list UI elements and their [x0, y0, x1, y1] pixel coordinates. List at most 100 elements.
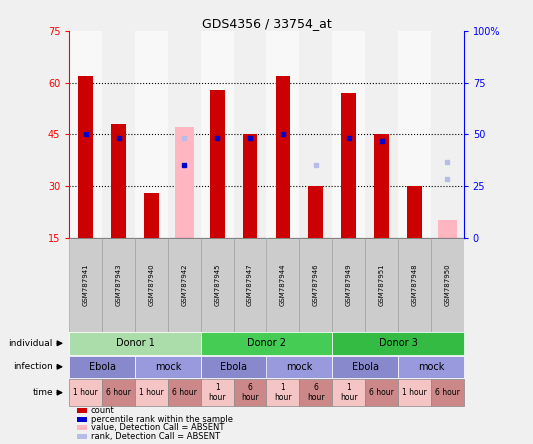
Bar	[135, 31, 168, 238]
Bar	[201, 379, 233, 406]
Text: infection: infection	[13, 362, 53, 371]
Bar	[69, 238, 102, 332]
Text: rank, Detection Call = ABSENT: rank, Detection Call = ABSENT	[91, 432, 220, 441]
Bar	[201, 356, 266, 378]
Bar	[102, 238, 135, 332]
Bar	[78, 76, 93, 238]
Text: mock: mock	[286, 362, 312, 372]
Bar	[233, 238, 266, 332]
Text: Ebola: Ebola	[220, 362, 247, 372]
Bar	[210, 90, 224, 238]
Bar	[332, 31, 365, 238]
Text: Ebola: Ebola	[352, 362, 378, 372]
Bar	[77, 434, 87, 439]
Text: percentile rank within the sample: percentile rank within the sample	[91, 415, 233, 424]
Bar	[398, 238, 431, 332]
Bar	[266, 31, 300, 238]
Text: 1 hour: 1 hour	[402, 388, 427, 397]
Bar	[300, 31, 332, 238]
Text: 1 hour: 1 hour	[74, 388, 98, 397]
Bar	[135, 356, 201, 378]
Text: Ebola: Ebola	[88, 362, 116, 372]
Bar	[233, 31, 266, 238]
Bar	[243, 135, 257, 238]
Bar	[77, 408, 87, 413]
Bar	[398, 31, 431, 238]
Bar	[365, 31, 398, 238]
Bar	[332, 238, 365, 332]
Bar	[201, 31, 233, 238]
Text: time: time	[32, 388, 53, 397]
Bar	[365, 379, 398, 406]
Text: 1
hour: 1 hour	[208, 383, 226, 402]
Bar	[309, 186, 323, 238]
Text: GSM787949: GSM787949	[346, 263, 352, 306]
Text: 6 hour: 6 hour	[435, 388, 460, 397]
Text: 6 hour: 6 hour	[172, 388, 197, 397]
Bar	[300, 238, 332, 332]
Bar	[168, 379, 201, 406]
Bar	[300, 379, 332, 406]
Bar	[407, 186, 422, 238]
Bar	[77, 416, 87, 422]
Bar	[431, 31, 464, 238]
Text: GSM787943: GSM787943	[116, 263, 122, 306]
Bar	[69, 356, 135, 378]
Text: value, Detection Call = ABSENT: value, Detection Call = ABSENT	[91, 423, 224, 432]
Bar	[144, 193, 159, 238]
Bar	[266, 238, 300, 332]
Bar	[175, 127, 194, 238]
Text: 6 hour: 6 hour	[369, 388, 394, 397]
Text: Donor 3: Donor 3	[378, 338, 417, 348]
Bar	[365, 238, 398, 332]
Text: GSM787945: GSM787945	[214, 263, 220, 306]
Bar	[431, 238, 464, 332]
Bar	[332, 332, 464, 355]
Bar	[111, 124, 126, 238]
Text: GSM787941: GSM787941	[83, 263, 88, 306]
Text: count: count	[91, 406, 115, 415]
Text: GSM787940: GSM787940	[149, 263, 155, 306]
Text: GSM787951: GSM787951	[378, 263, 384, 306]
Text: 6 hour: 6 hour	[106, 388, 131, 397]
Text: GSM787948: GSM787948	[411, 263, 417, 306]
Bar	[266, 379, 300, 406]
Text: GSM787947: GSM787947	[247, 263, 253, 306]
Text: GSM787946: GSM787946	[313, 263, 319, 306]
Text: mock: mock	[418, 362, 444, 372]
Bar	[398, 379, 431, 406]
Bar	[332, 379, 365, 406]
Bar	[201, 332, 332, 355]
Bar	[135, 379, 168, 406]
Text: 1
hour: 1 hour	[340, 383, 358, 402]
Text: Donor 2: Donor 2	[247, 338, 286, 348]
Text: GSM787942: GSM787942	[181, 263, 187, 306]
Bar	[69, 31, 102, 238]
Bar	[168, 31, 201, 238]
Bar	[398, 356, 464, 378]
Text: individual: individual	[9, 339, 53, 348]
Bar	[69, 379, 102, 406]
Bar	[276, 76, 290, 238]
Text: 6
hour: 6 hour	[241, 383, 259, 402]
Bar	[233, 379, 266, 406]
Text: Donor 1: Donor 1	[116, 338, 155, 348]
Bar	[201, 238, 233, 332]
Text: GSM787950: GSM787950	[445, 263, 450, 306]
Bar	[135, 238, 168, 332]
Bar	[102, 31, 135, 238]
Text: 1 hour: 1 hour	[139, 388, 164, 397]
Bar	[102, 379, 135, 406]
Bar	[431, 379, 464, 406]
Bar	[341, 93, 356, 238]
Text: mock: mock	[155, 362, 181, 372]
Title: GDS4356 / 33754_at: GDS4356 / 33754_at	[201, 17, 332, 30]
Bar	[69, 332, 201, 355]
Bar	[77, 425, 87, 430]
Text: 1
hour: 1 hour	[274, 383, 292, 402]
Bar	[266, 356, 332, 378]
Bar	[332, 356, 398, 378]
Bar	[374, 135, 389, 238]
Text: 6
hour: 6 hour	[307, 383, 325, 402]
Bar	[438, 221, 457, 238]
